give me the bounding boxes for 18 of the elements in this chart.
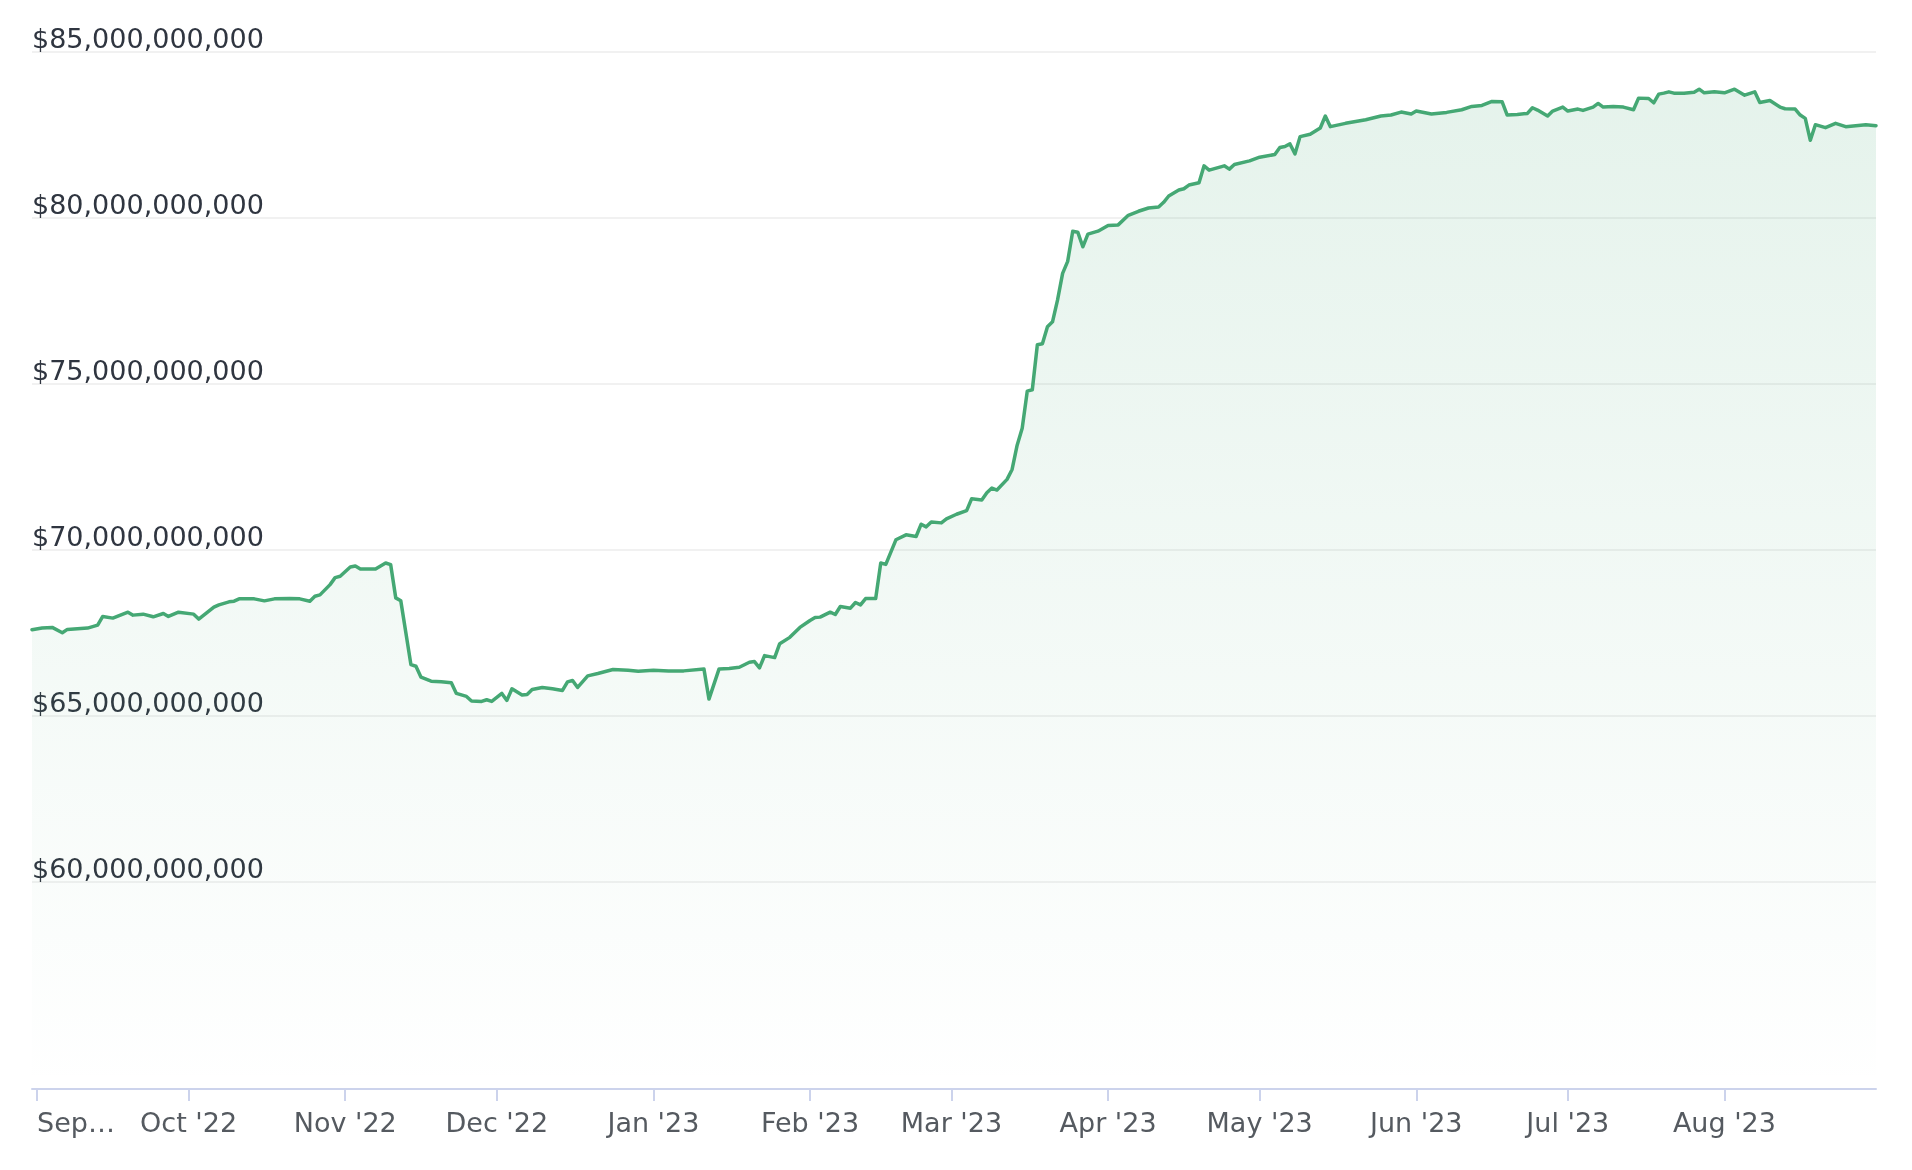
y-tick-label: $65,000,000,000	[32, 686, 264, 718]
x-tick-label: Sep…	[37, 1107, 115, 1138]
x-tick-label: Mar '23	[900, 1107, 1003, 1138]
x-tick-label: Aug '23	[1672, 1107, 1776, 1138]
x-tick-label: Jan '23	[605, 1107, 700, 1138]
y-tick-label: $80,000,000,000	[32, 188, 264, 220]
x-tick-label: May '23	[1206, 1107, 1313, 1138]
x-tick-label: Feb '23	[760, 1107, 860, 1138]
x-tick-label: Dec '22	[445, 1107, 549, 1138]
x-tick-label: Jun '23	[1367, 1107, 1463, 1138]
x-tick-label: Jul '23	[1524, 1107, 1610, 1138]
y-tick-label: $75,000,000,000	[32, 354, 264, 386]
y-tick-label: $85,000,000,000	[32, 23, 264, 54]
x-tick-label: Nov '22	[293, 1107, 397, 1138]
y-tick-label: $60,000,000,000	[32, 852, 264, 884]
y-tick-label: $70,000,000,000	[32, 520, 264, 552]
x-tick-label: Apr '23	[1059, 1107, 1157, 1138]
x-tick-label: Oct '22	[140, 1107, 238, 1138]
